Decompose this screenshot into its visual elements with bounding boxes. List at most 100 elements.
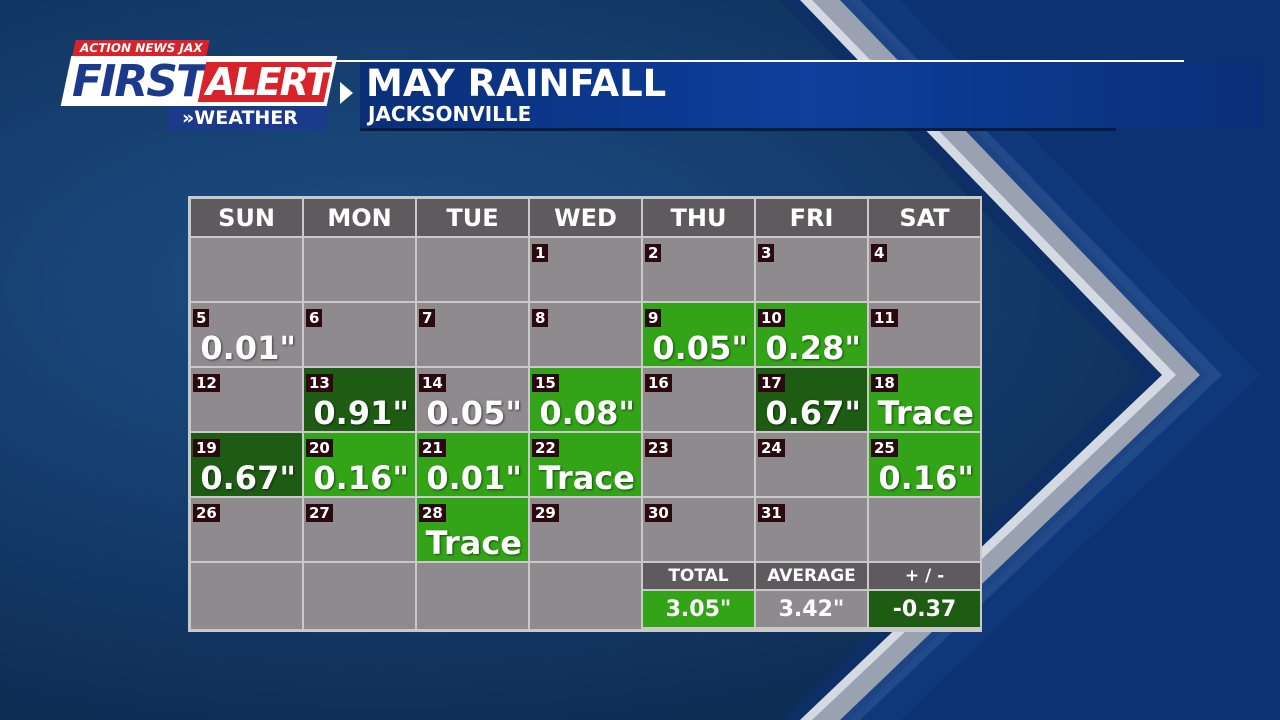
day-number: 1 <box>532 244 549 262</box>
rainfall-value: 0.01" <box>200 329 296 367</box>
day-cell-25: 25 0.16" <box>869 433 980 497</box>
day-cell-7: 7 <box>417 303 528 366</box>
empty-day-cell <box>304 238 415 301</box>
rainfall-value: Trace <box>425 524 522 562</box>
logo-first-text: FIRST <box>72 56 206 107</box>
day-number: 24 <box>758 439 785 457</box>
day-cell-31: 31 <box>756 498 867 561</box>
rainfall-value: 0.67" <box>200 459 296 497</box>
day-header-tue: TUE <box>417 199 528 236</box>
day-cell-5: 5 0.01" <box>191 303 302 367</box>
day-cell-18: 18 Trace <box>869 368 980 432</box>
day-cell-22: 22 Trace <box>530 433 641 497</box>
rainfall-value: Trace <box>877 394 974 432</box>
day-cell-4: 4 <box>869 238 980 301</box>
empty-day-cell <box>869 498 980 561</box>
day-cell-11: 11 <box>869 303 980 366</box>
day-cell-6: 6 <box>304 303 415 366</box>
empty-day-cell <box>417 563 528 629</box>
day-cell-27: 27 <box>304 498 415 561</box>
empty-day-cell <box>304 563 415 629</box>
day-number: 2 <box>645 244 662 262</box>
day-cell-12: 12 <box>191 368 302 431</box>
day-number: 6 <box>306 309 323 327</box>
day-cell-15: 15 0.08" <box>530 368 641 432</box>
day-cell-23: 23 <box>643 433 754 496</box>
day-header-thu: THU <box>643 199 754 236</box>
empty-day-cell <box>191 563 302 629</box>
day-number: 23 <box>645 439 672 457</box>
summary-average-label: AVERAGE <box>756 563 867 589</box>
day-number: 29 <box>532 504 559 522</box>
empty-day-cell <box>530 563 641 629</box>
day-cell-17: 17 0.67" <box>756 368 867 432</box>
rainfall-value: Trace <box>538 459 635 497</box>
day-number: 21 <box>419 439 446 457</box>
summary-total-label: TOTAL <box>643 563 754 589</box>
day-number: 26 <box>193 504 220 522</box>
summary-difference-label: + / - <box>869 563 980 589</box>
logo-station-name: ACTION NEWS JAX <box>72 40 211 56</box>
empty-day-cell <box>417 238 528 301</box>
day-header-sat: SAT <box>869 199 980 236</box>
day-number: 15 <box>532 374 559 392</box>
rainfall-value: 0.16" <box>878 459 974 497</box>
day-number: 12 <box>193 374 220 392</box>
day-number: 13 <box>306 374 333 392</box>
summary-total-value: 3.05" <box>643 591 754 627</box>
day-number: 5 <box>193 309 210 327</box>
day-cell-2: 2 <box>643 238 754 301</box>
logo-weather-label: WEATHER <box>194 107 298 129</box>
rainfall-value: 0.01" <box>426 459 522 497</box>
day-cell-26: 26 <box>191 498 302 561</box>
day-header-mon: MON <box>304 199 415 236</box>
day-number: 31 <box>758 504 785 522</box>
day-number: 14 <box>419 374 446 392</box>
empty-day-cell <box>191 238 302 301</box>
logo-weather-text: »WEATHER <box>182 107 298 129</box>
day-number: 16 <box>645 374 672 392</box>
day-cell-14: 14 0.05" <box>417 368 528 432</box>
day-header-sun: SUN <box>191 199 302 236</box>
day-number: 20 <box>306 439 333 457</box>
day-header-fri: FRI <box>756 199 867 236</box>
day-number: 22 <box>532 439 559 457</box>
day-number: 10 <box>758 309 785 327</box>
rainfall-value: 0.16" <box>313 459 409 497</box>
header-bottom-rule <box>360 128 1116 131</box>
play-arrow-icon <box>340 82 353 104</box>
station-logo: ACTION NEWS JAX FIRST ALERT »WEATHER <box>60 40 338 132</box>
rainfall-value: 0.91" <box>313 394 409 432</box>
rainfall-calendar: SUN MON TUE WED THU FRI SAT 1 2 3 4 5 0.01" 6 7 8 9 0.05"… <box>188 196 982 632</box>
day-number: 28 <box>419 504 446 522</box>
header-top-rule <box>318 60 1184 62</box>
day-cell-24: 24 <box>756 433 867 496</box>
day-number: 25 <box>871 439 898 457</box>
summary-average-value: 3.42" <box>756 591 867 627</box>
day-number: 19 <box>193 439 220 457</box>
day-cell-21: 21 0.01" <box>417 433 528 497</box>
day-number: 17 <box>758 374 785 392</box>
day-number: 7 <box>419 309 436 327</box>
day-number: 8 <box>532 309 549 327</box>
day-cell-30: 30 <box>643 498 754 561</box>
page-title: MAY RAINFALL <box>366 62 667 105</box>
rainfall-value: 0.67" <box>765 394 861 432</box>
day-cell-13: 13 0.91" <box>304 368 415 432</box>
day-cell-8: 8 <box>530 303 641 366</box>
day-number: 27 <box>306 504 333 522</box>
header-bar <box>360 62 1262 128</box>
day-header-wed: WED <box>530 199 641 236</box>
rainfall-value: 0.05" <box>652 329 748 367</box>
summary-difference-value: -0.37 <box>869 591 980 627</box>
rainfall-value: 0.05" <box>426 394 522 432</box>
day-number: 4 <box>871 244 888 262</box>
day-number: 18 <box>871 374 898 392</box>
day-cell-28: 28 Trace <box>417 498 528 562</box>
day-cell-10: 10 0.28" <box>756 303 867 367</box>
day-cell-9: 9 0.05" <box>643 303 754 367</box>
rainfall-value: 0.08" <box>539 394 635 432</box>
day-number: 11 <box>871 309 898 327</box>
day-cell-16: 16 <box>643 368 754 431</box>
